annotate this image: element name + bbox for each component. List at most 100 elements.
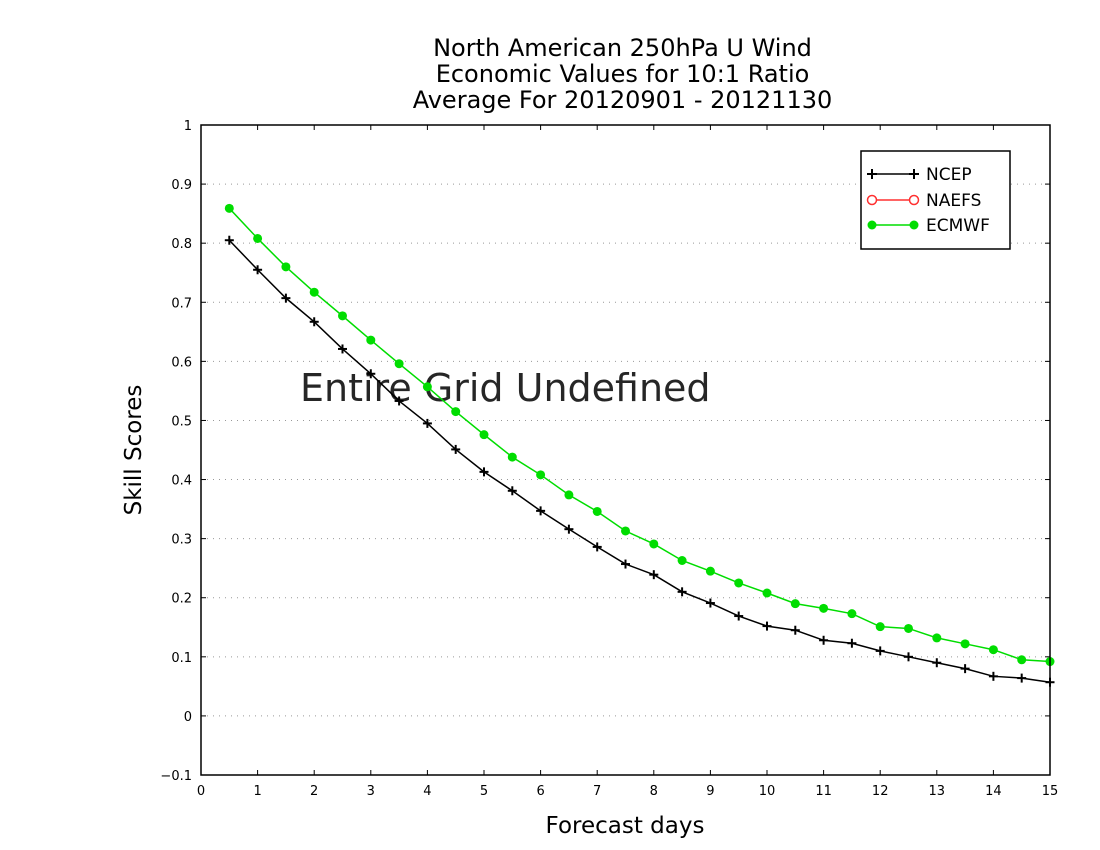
data-point-ncep: [224, 235, 234, 245]
data-point-ecmwf: [224, 203, 234, 213]
legend: NCEP NAEFS ECMWF: [860, 150, 1011, 250]
plot-frame: [200, 124, 1051, 776]
x-tick-label: 5: [480, 784, 488, 799]
data-point-ncep: [988, 671, 998, 681]
data-point-ecmwf: [819, 603, 829, 613]
data-point-ecmwf: [592, 506, 602, 516]
y-tick-label: 0.9: [171, 178, 192, 193]
y-tick-label: 0.6: [171, 355, 192, 370]
data-point-ncep: [819, 635, 829, 645]
data-point-ecmwf: [677, 556, 687, 565]
y-tick-label: 0.3: [171, 533, 192, 548]
data-point-ncep: [366, 369, 376, 379]
x-tick-label: 2: [310, 784, 318, 799]
chart-title-line-2: Economic Values for 10:1 Ratio: [435, 60, 810, 88]
x-tick-label: 14: [985, 784, 1002, 799]
y-tick-label: 0: [184, 710, 192, 725]
x-tick-label: 11: [815, 784, 832, 799]
series-layer: [224, 203, 1055, 687]
series-line-ecmwf: [228, 207, 1051, 663]
data-point-ncep: [875, 646, 885, 656]
data-point-ecmwf: [422, 382, 432, 392]
chart-title-line-1: North American 250hPa U Wind: [433, 34, 812, 62]
data-point-ncep: [649, 570, 659, 580]
x-tick-label: 7: [593, 784, 601, 799]
data-point-ncep: [932, 658, 942, 668]
series-ecmwf: [224, 203, 1055, 667]
chart-title-line-3: Average For 20120901 - 20121130: [412, 86, 833, 114]
y-tick-label: 0.7: [171, 296, 192, 311]
data-point-ncep: [253, 265, 263, 275]
legend-item-ncep: NCEP: [867, 165, 972, 185]
data-point-ecmwf: [649, 539, 659, 549]
data-point-ecmwf: [564, 490, 574, 500]
x-tick-label: 8: [650, 784, 658, 799]
gridlines: [201, 183, 1050, 717]
x-tick-label: 10: [759, 784, 776, 799]
data-point-ecmwf: [1017, 655, 1027, 665]
data-point-ncep: [564, 524, 574, 534]
y-axis-label: Skill Scores: [121, 385, 147, 516]
legend-marker-naefs: [908, 194, 920, 206]
data-point-ncep: [904, 652, 913, 662]
data-point-ncep: [479, 467, 489, 477]
data-point-ecmwf: [394, 359, 404, 369]
legend-item-ecmwf: ECMWF: [867, 216, 990, 236]
x-tick-label: 4: [423, 784, 431, 799]
x-axis-label: Forecast days: [546, 813, 705, 839]
data-point-ncep: [394, 396, 404, 406]
data-point-ncep: [705, 598, 715, 608]
data-point-ecmwf: [790, 599, 800, 609]
x-tick-label: 6: [536, 784, 544, 799]
data-point-ncep: [422, 418, 432, 428]
data-point-ecmwf: [479, 430, 489, 440]
data-point-ncep: [338, 344, 347, 354]
legend-label-naefs: NAEFS: [926, 191, 981, 211]
data-point-ecmwf: [253, 233, 263, 243]
data-point-ecmwf: [988, 645, 998, 655]
data-point-ecmwf: [536, 470, 546, 480]
data-point-ecmwf: [904, 623, 913, 633]
data-point-ncep: [734, 611, 744, 621]
data-point-ncep: [621, 559, 630, 569]
y-tick-label: 0.2: [171, 592, 192, 607]
data-point-ncep: [847, 638, 857, 648]
y-tick-label: 0.5: [171, 414, 192, 429]
data-point-ncep: [790, 625, 800, 635]
data-point-ecmwf: [451, 407, 461, 417]
data-point-ncep: [960, 664, 970, 674]
legend-marker-naefs: [866, 194, 878, 206]
data-point-ncep: [1017, 673, 1027, 683]
data-point-ncep: [677, 587, 687, 597]
legend-item-naefs: NAEFS: [866, 191, 981, 211]
data-point-ecmwf: [507, 452, 517, 462]
x-tick-label: 3: [367, 784, 375, 799]
y-tick-label: 0.1: [171, 651, 192, 666]
x-tick-label: 13: [929, 784, 946, 799]
x-tick-label: 9: [706, 784, 714, 799]
data-point-ecmwf: [932, 633, 942, 643]
data-point-ecmwf: [960, 639, 970, 649]
x-tick-label: 0: [197, 784, 205, 799]
data-point-ecmwf: [621, 526, 630, 536]
data-point-ncep: [592, 542, 602, 552]
legend-marker-ecmwf: [867, 220, 877, 230]
x-tick-label: 1: [253, 784, 261, 799]
data-point-ncep: [762, 621, 772, 631]
data-point-ecmwf: [875, 622, 885, 632]
chart-annotation: Entire Grid Undefined: [300, 366, 711, 410]
data-point-ncep: [507, 486, 517, 496]
data-point-ecmwf: [762, 588, 772, 598]
data-point-ncep: [309, 317, 319, 327]
data-point-ncep: [451, 444, 461, 454]
data-point-ecmwf: [338, 311, 347, 321]
data-point-ecmwf: [705, 566, 715, 576]
legend-label-ncep: NCEP: [926, 165, 972, 185]
series-line-ncep: [228, 239, 1051, 683]
legend-marker-ecmwf: [909, 220, 919, 230]
y-tick-label: −0.1: [160, 769, 192, 784]
y-tick-label: 0.4: [171, 474, 192, 489]
y-tick-label: 1: [184, 119, 192, 134]
data-point-ecmwf: [366, 335, 376, 345]
